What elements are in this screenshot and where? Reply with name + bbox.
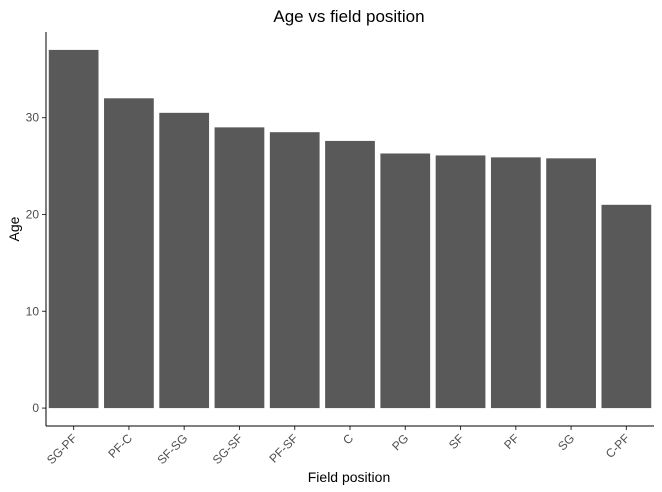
bars-group (48, 49, 652, 409)
y-axis-title: Age (6, 216, 22, 241)
y-tick-label: 0 (32, 401, 39, 415)
bar-c-pf (601, 204, 652, 409)
bar-sg (546, 158, 596, 409)
x-tick-label: SF (446, 431, 467, 452)
x-tick-label: PF-SF (266, 431, 300, 465)
x-axis-title: Field position (308, 469, 391, 485)
y-tick-label: 10 (26, 304, 40, 318)
y-axis-ticks: 0 10 20 30 (26, 111, 46, 415)
x-tick-label: PF (501, 431, 522, 452)
x-tick-label: C-PF (603, 431, 633, 461)
x-tick-label: SG-SF (210, 431, 246, 467)
bar-pf (490, 157, 541, 409)
x-tick-label: SG (555, 431, 577, 453)
x-tick-label: PF-C (105, 431, 135, 461)
x-tick-label: SF-SG (154, 431, 190, 467)
x-axis-ticks: SG-PF PF-C SF-SG SG-SF PF-SF C PG SF PF SG C-PF (44, 426, 633, 467)
x-tick-label: C (340, 431, 356, 447)
bar-pf-sf (269, 132, 320, 409)
bar-sf-sg (159, 112, 210, 409)
chart-title: Age vs field position (273, 7, 424, 26)
bar-c (325, 140, 375, 409)
bar-sg-pf (48, 49, 99, 409)
y-tick-label: 20 (26, 207, 40, 221)
x-tick-label: SG-PF (44, 431, 80, 467)
bar-sg-sf (214, 127, 265, 409)
bar-sf (435, 155, 486, 409)
x-tick-label: PG (389, 431, 411, 453)
bar-pg (380, 153, 431, 409)
y-tick-label: 30 (26, 111, 40, 125)
bar-pf-c (104, 98, 154, 409)
